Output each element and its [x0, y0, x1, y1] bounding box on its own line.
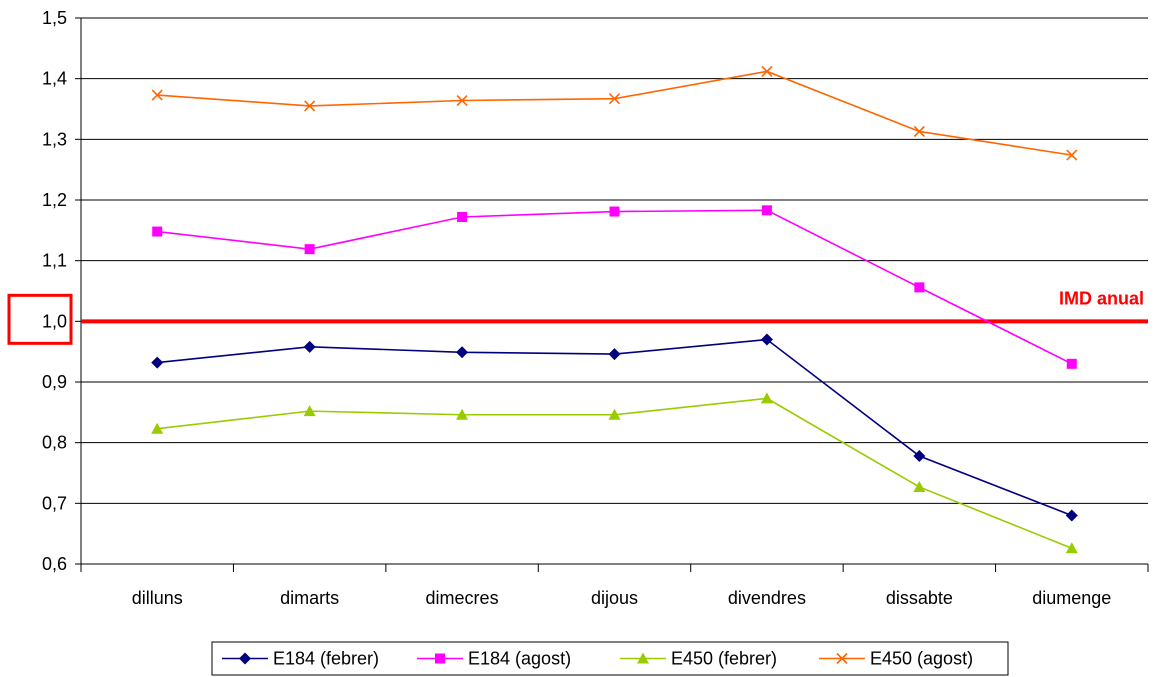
y-tick-label: 1,5 — [42, 8, 67, 28]
data-point — [761, 205, 772, 216]
data-point — [239, 652, 251, 665]
data-point — [913, 125, 925, 138]
data-point — [1065, 509, 1078, 522]
x-tick-label: dilluns — [132, 588, 183, 608]
reference-tick-highlight — [7, 293, 73, 345]
series-line — [157, 397, 1073, 549]
data-point — [1066, 149, 1078, 161]
data-point-stroke — [608, 93, 621, 105]
x-tick-label: divendres — [728, 588, 806, 608]
data-point — [608, 408, 621, 420]
data-point — [151, 422, 164, 434]
data-point — [152, 226, 163, 237]
data-point-stroke — [304, 100, 316, 112]
data-point — [304, 100, 316, 112]
x-tick-label: dimarts — [280, 588, 339, 608]
y-tick-label: 0,7 — [42, 493, 67, 513]
data-point-stroke — [836, 652, 848, 665]
y-tick-label: 0,9 — [42, 372, 67, 392]
x-tick-label: dimecres — [426, 588, 499, 608]
data-point — [304, 244, 315, 255]
data-point — [456, 346, 469, 359]
data-point — [760, 392, 773, 404]
data-point — [1066, 358, 1077, 369]
data-point — [637, 652, 649, 664]
legend-label: E450 (febrer) — [671, 649, 777, 669]
data-point — [151, 89, 163, 101]
reference-line-label: IMD anual — [1059, 288, 1144, 308]
data-point — [1065, 542, 1078, 554]
series — [151, 65, 1078, 161]
series-line — [157, 209, 1073, 365]
data-point — [760, 333, 773, 346]
data-point-stroke — [151, 89, 163, 101]
y-tick-label: 1,0 — [42, 311, 67, 331]
data-point — [457, 211, 468, 222]
data-point — [608, 348, 621, 361]
data-point — [151, 356, 164, 369]
legend-item: E184 (febrer) — [222, 649, 379, 669]
data-point-stroke — [761, 65, 773, 77]
data-point — [913, 450, 926, 463]
data-point — [435, 653, 445, 664]
y-tick-label: 1,2 — [42, 190, 67, 210]
y-tick-label: 1,1 — [42, 251, 67, 271]
data-point — [913, 480, 926, 492]
data-point — [456, 408, 469, 420]
legend-item: E450 (agost) — [819, 649, 973, 669]
legend: E184 (febrer) E184 (agost) E450 (febrer) E4… — [211, 641, 1009, 676]
legend-item: E184 (agost) — [417, 649, 571, 669]
data-point — [609, 206, 620, 217]
data-point-stroke — [1066, 149, 1078, 161]
series-group — [151, 65, 1078, 554]
data-point — [761, 65, 773, 77]
data-point — [914, 282, 925, 293]
legend-label: E184 (febrer) — [273, 649, 379, 669]
series-line — [157, 338, 1073, 517]
data-point-stroke — [913, 125, 925, 138]
y-tick-label: 0,8 — [42, 433, 67, 453]
data-point-stroke — [456, 94, 468, 107]
legend-label: E184 (agost) — [468, 649, 571, 669]
legend-item: E450 (febrer) — [620, 649, 777, 669]
axes: 0,6 0,7 0,8 0,9 1,0 1,1 1,2 1,3 1,4 1,5 dilluns dim… — [42, 8, 1149, 608]
y-tick-label: 1,3 — [42, 129, 67, 149]
data-point — [303, 405, 316, 417]
series — [151, 333, 1078, 522]
data-point — [608, 93, 621, 105]
data-point — [303, 340, 316, 353]
y-tick-label: 0,6 — [42, 554, 67, 574]
reference-line-group: IMD anual — [7, 288, 1148, 345]
legend-label: E450 (agost) — [870, 649, 973, 669]
x-tick-label: diumenge — [1032, 588, 1111, 608]
series — [151, 392, 1078, 554]
data-point — [836, 652, 848, 665]
x-tick-label: dissabte — [886, 588, 953, 608]
x-tick-label: dijous — [591, 588, 638, 608]
series — [152, 205, 1077, 369]
y-tick-label: 1,4 — [42, 69, 67, 89]
series-line — [157, 70, 1072, 156]
data-point — [456, 94, 468, 107]
legend-box — [211, 641, 1009, 676]
